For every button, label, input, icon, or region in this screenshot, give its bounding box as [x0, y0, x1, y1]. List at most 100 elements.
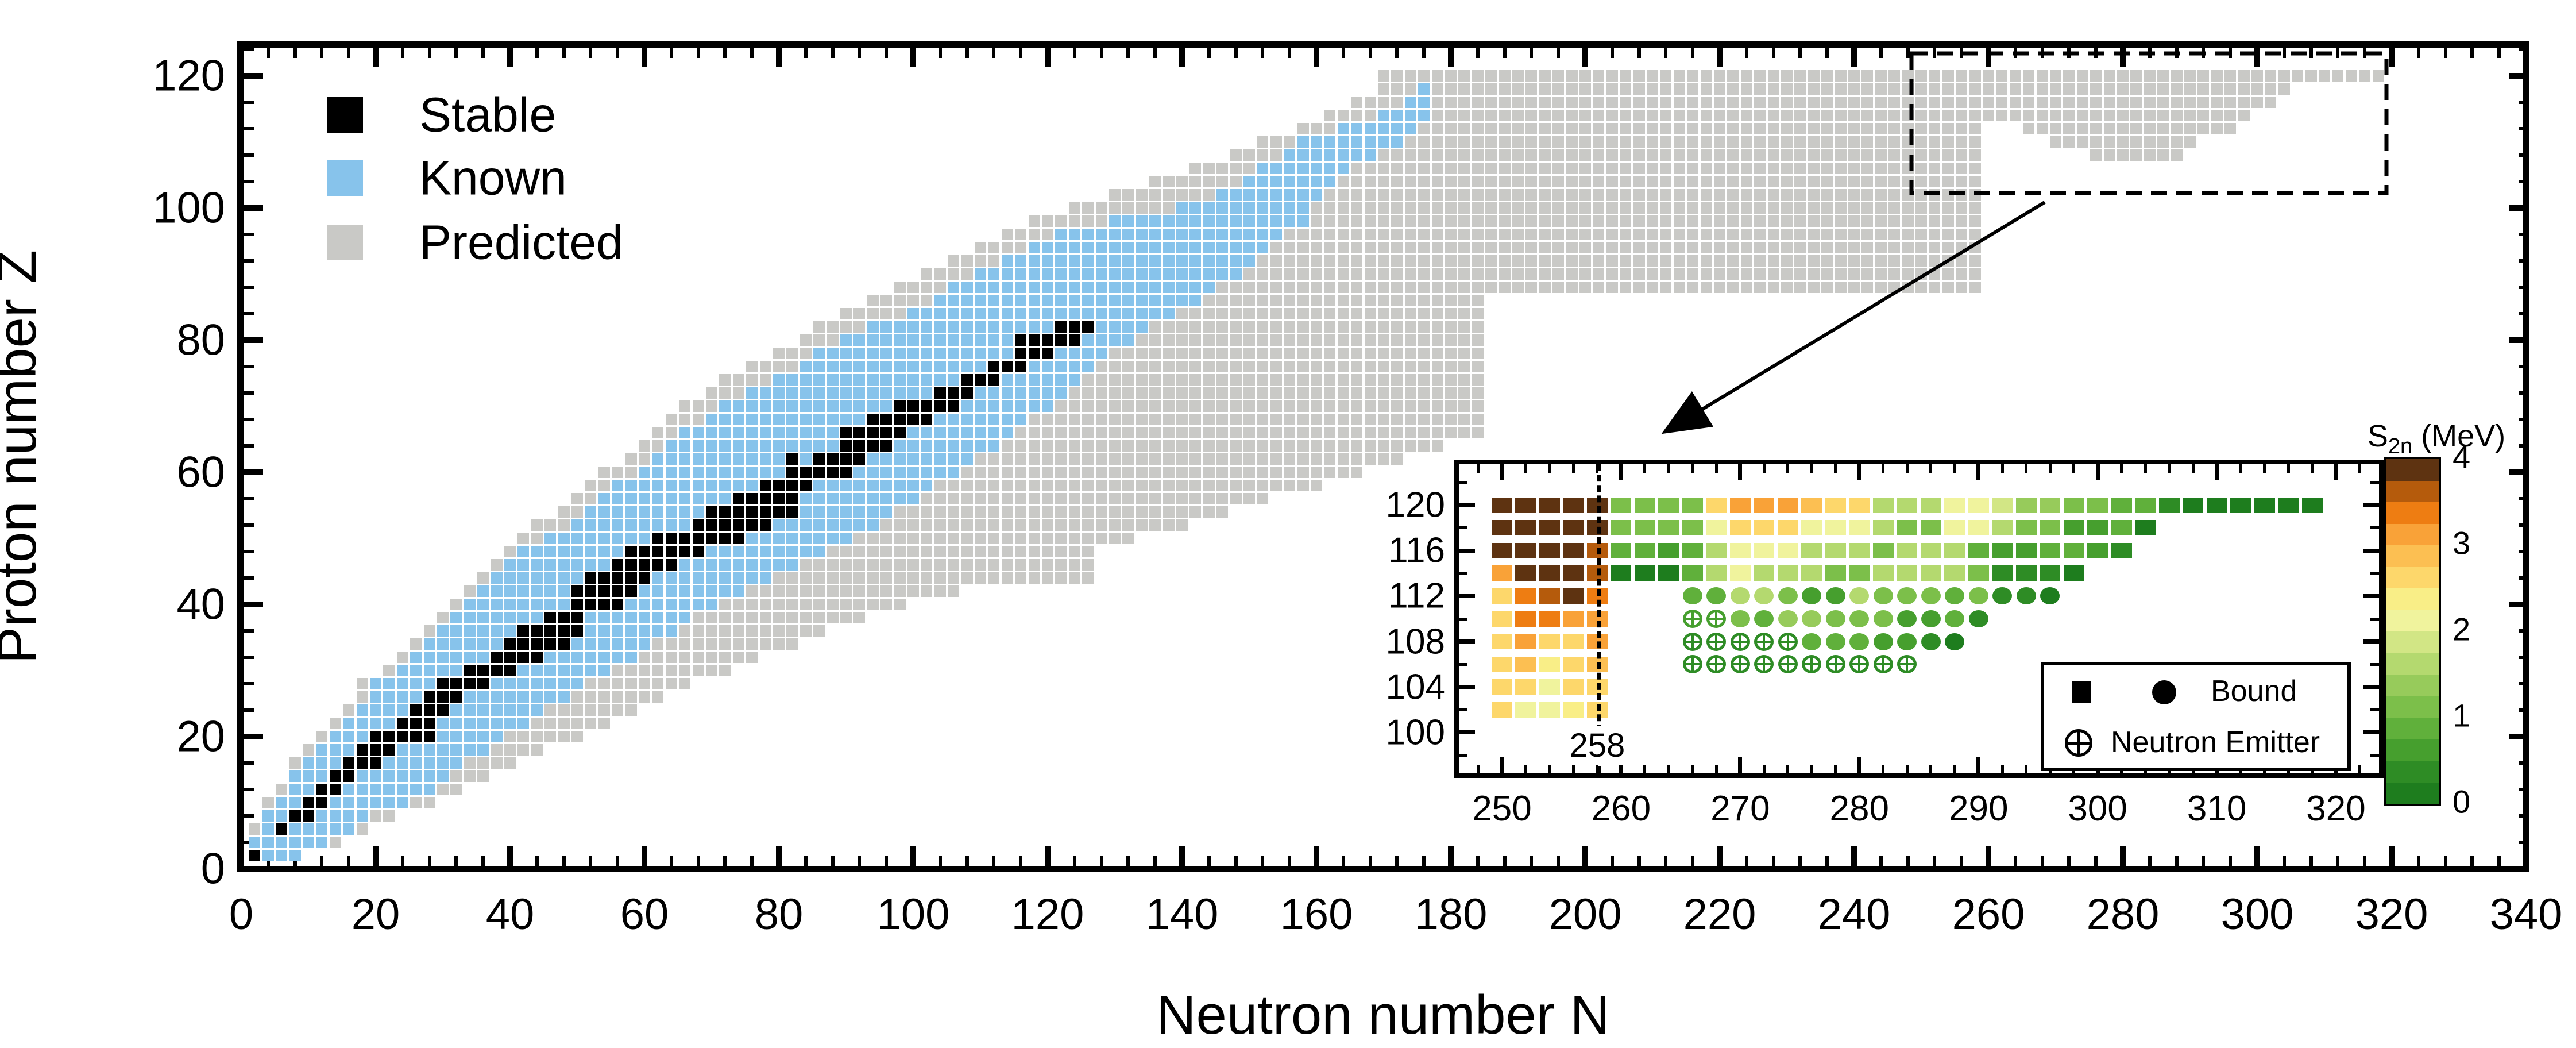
- nuclide-cell: [1109, 506, 1121, 518]
- inset-x-tick-label: 280: [1829, 789, 1890, 829]
- nuclide-cell: [585, 480, 597, 491]
- nuclide-cell: [531, 625, 543, 637]
- inset-bound-circle: [1968, 610, 1988, 627]
- inset-square-cell: [2040, 497, 2061, 513]
- nuclide-cell: [692, 585, 704, 597]
- nuclide-cell: [423, 770, 435, 782]
- nuclide-cell: [531, 519, 543, 531]
- inset-square-cell: [1611, 520, 1632, 536]
- nuclide-cell: [827, 493, 839, 504]
- nuclide-cell: [1176, 519, 1188, 531]
- inset-y-tick-label: 100: [1385, 712, 1445, 753]
- nuclide-cell: [625, 612, 637, 623]
- nuclide-cell: [343, 797, 355, 808]
- nuclide-cell: [491, 625, 503, 637]
- nuclide-cell: [477, 691, 489, 703]
- nuclide-cell: [786, 559, 798, 571]
- nuclide-cell: [692, 638, 704, 650]
- nuclide-cell: [961, 533, 973, 544]
- bound-circle-icon: [2152, 680, 2176, 704]
- nuclide-cell: [746, 493, 758, 504]
- nuclide-cell: [423, 704, 435, 716]
- nuclide-cell: [786, 612, 798, 623]
- nuclide-cell: [679, 652, 691, 663]
- nuclide-cell: [988, 572, 1000, 584]
- nuclide-cell: [517, 731, 530, 742]
- nuclide-cell: [840, 572, 852, 584]
- nuclide-cell: [464, 718, 476, 729]
- nuclide-cell: [1230, 480, 1242, 491]
- inset-square-cell: [2158, 497, 2180, 513]
- nuclide-cell: [571, 665, 583, 676]
- nuclide-cell: [612, 625, 624, 637]
- nuclide-cell: [706, 665, 717, 676]
- nuclide-cell: [383, 665, 395, 676]
- nuclide-cell: [719, 665, 731, 676]
- nuclide-cell: [517, 638, 530, 650]
- nuclide-cell: [343, 810, 355, 822]
- nuclide-cell: [504, 625, 516, 637]
- nuclide-cell: [544, 572, 557, 584]
- nuclide-cell: [679, 612, 691, 623]
- nuclide-cell: [289, 823, 301, 835]
- nuclide-cell: [746, 638, 758, 650]
- nuclide-cell: [975, 572, 986, 584]
- nuclide-cell: [491, 731, 503, 742]
- nuclide-cell: [450, 625, 462, 637]
- nuclide-cell: [679, 533, 691, 544]
- nuclide-cell: [329, 744, 341, 756]
- nuclide-cell: [544, 704, 557, 716]
- nuclide-cell: [598, 546, 610, 557]
- nuclide-cell: [813, 559, 825, 571]
- nuclide-cell: [813, 546, 825, 557]
- nuclide-cell: [598, 559, 610, 571]
- nuclide-cell: [894, 519, 906, 531]
- nuclide-cell: [665, 599, 677, 610]
- nuclide-cell: [625, 467, 637, 478]
- colorbar-band: [2386, 588, 2439, 610]
- nuclide-cell: [625, 678, 637, 689]
- nuclide-cell: [867, 480, 879, 491]
- inset-bound-circle: [1897, 633, 1917, 650]
- inset-square-cell: [1706, 497, 1727, 513]
- bound-label: Bound: [2211, 674, 2297, 708]
- nuclide-cell: [813, 585, 825, 597]
- nuclide-cell: [517, 572, 530, 584]
- inset-square-cell: [1611, 497, 1632, 513]
- nuclide-cell: [679, 467, 691, 478]
- nuclide-cell: [746, 519, 758, 531]
- nuclide-cell: [370, 744, 381, 756]
- nuclide-cell: [1203, 480, 1215, 491]
- nuclide-cell: [706, 585, 717, 597]
- nuclide-cell: [396, 744, 408, 756]
- nuclide-cell: [1122, 480, 1134, 491]
- nuclide-cell: [329, 810, 341, 822]
- neutron-emitter-icon: [2065, 729, 2092, 757]
- nuclide-cell: [1082, 493, 1094, 504]
- nuclide-cell: [262, 823, 274, 835]
- nuclide-cell: [517, 533, 530, 544]
- nuclide-cell: [396, 665, 408, 676]
- nuclide-cell: [652, 480, 664, 491]
- nuclide-cell: [719, 546, 731, 557]
- nuclide-cell: [692, 480, 704, 491]
- nuclide-cell: [921, 519, 933, 531]
- nuclide-cell: [356, 784, 368, 795]
- nuclide-cell: [517, 546, 530, 557]
- nuclide-cell: [289, 770, 301, 782]
- nuclide-cell: [692, 533, 704, 544]
- colorbar-band: [2386, 502, 2439, 524]
- inset-neutron-emitter: [1825, 655, 1845, 674]
- nuclide-cell: [585, 493, 597, 504]
- nuclide-cell: [907, 519, 919, 531]
- nuclide-cell: [343, 704, 355, 716]
- nuclide-cell: [423, 744, 435, 756]
- nuclide-cell: [343, 757, 355, 769]
- nuclide-cell: [370, 704, 381, 716]
- nuclide-cell: [249, 850, 261, 861]
- nuclide-cell: [585, 678, 597, 689]
- nuclide-cell: [813, 506, 825, 518]
- nuclide-cell: [679, 506, 691, 518]
- nuclide-cell: [303, 757, 314, 769]
- nuclide-cell: [383, 784, 395, 795]
